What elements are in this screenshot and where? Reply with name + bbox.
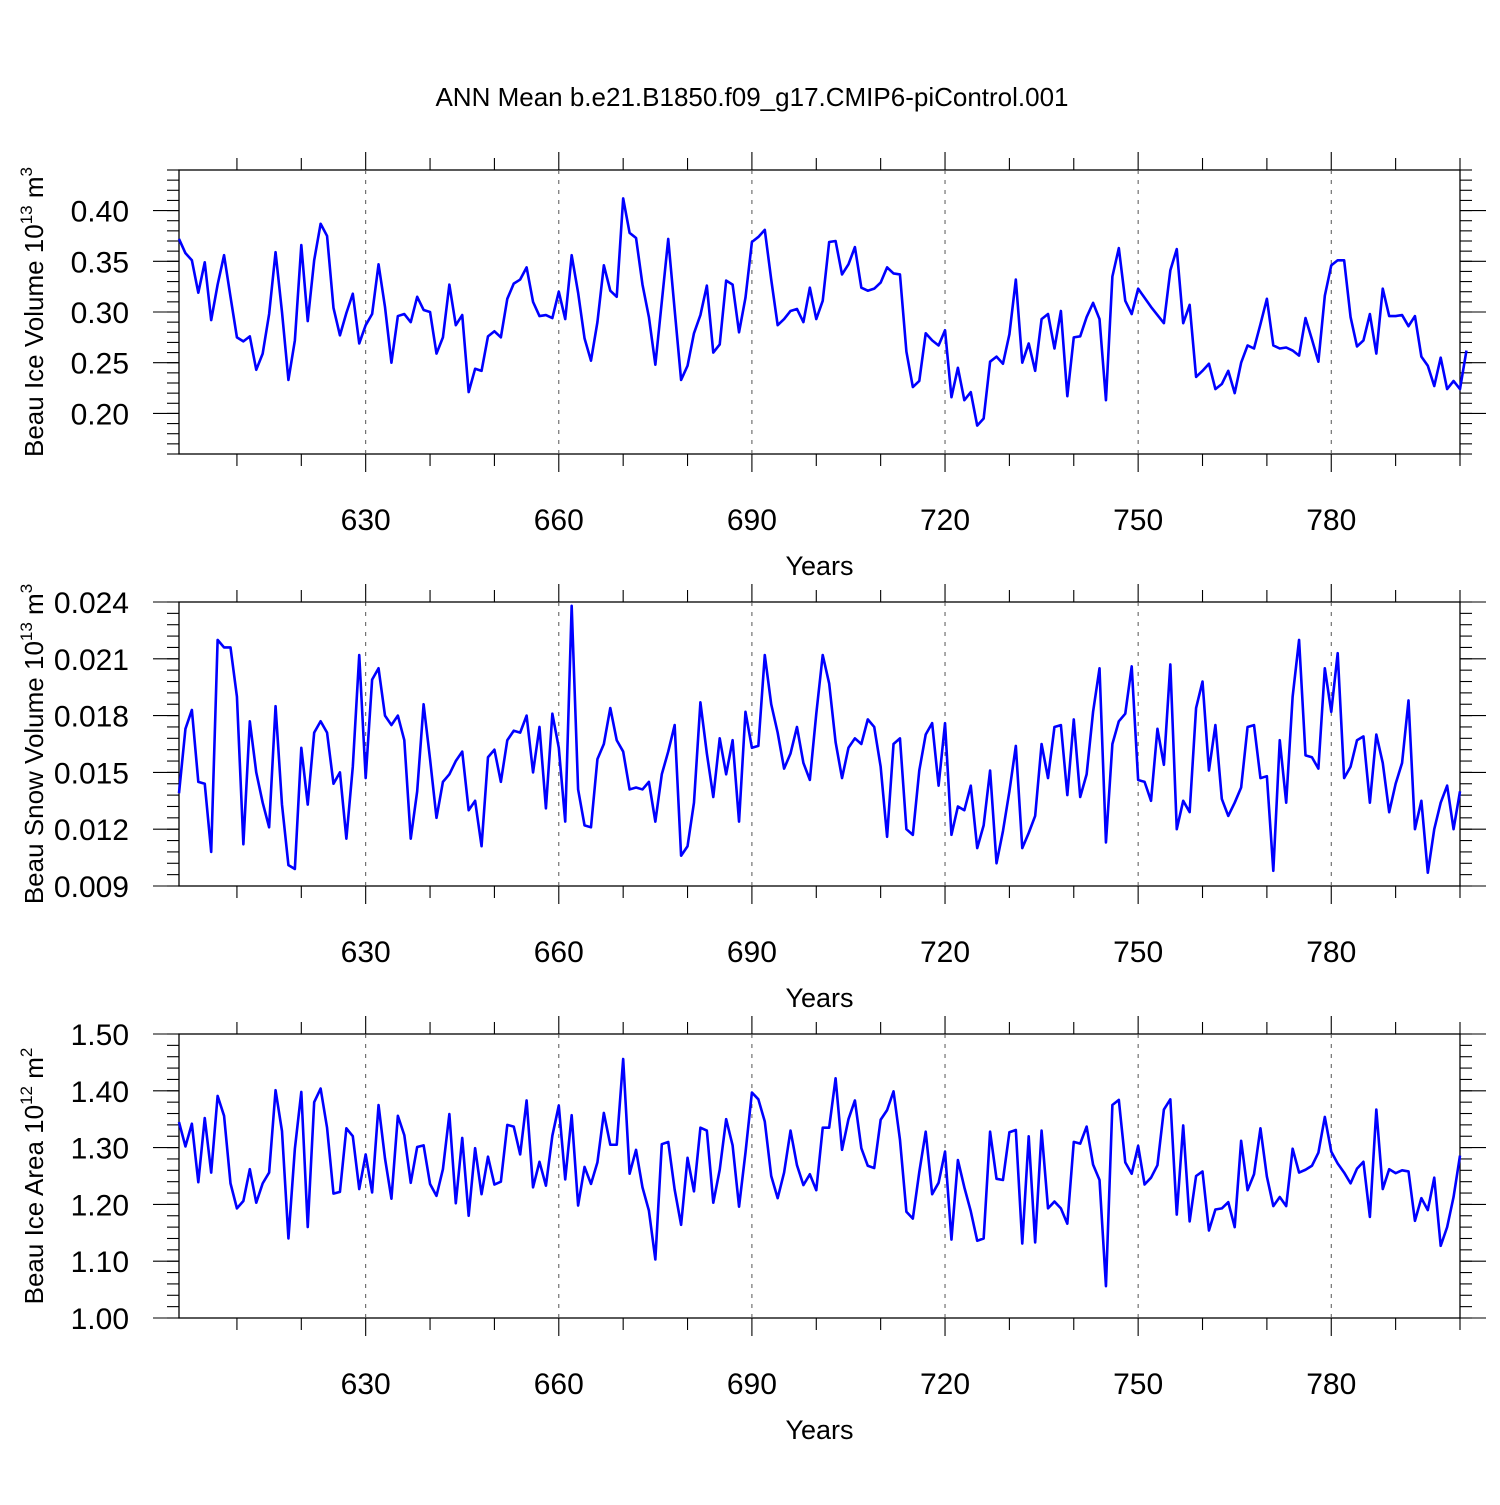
panel-ice-area: 630 660 690 720 750 780 1.00 1.10 1.20 1.30 1.40 1.… xyxy=(17,1016,1486,1445)
y-tick-label: 1.30 xyxy=(71,1133,129,1166)
y-tick-label: 0.25 xyxy=(71,348,129,381)
x-tick-label: 630 xyxy=(341,936,391,969)
plot-frame xyxy=(178,601,1461,887)
y-tick-label: 0.35 xyxy=(71,246,129,279)
y-tick-label: 1.10 xyxy=(71,1246,129,1279)
series-line-ice-volume xyxy=(177,197,1468,427)
y-tick-label: 0.021 xyxy=(54,644,129,677)
y-tick-label: 1.00 xyxy=(71,1303,129,1336)
x-tick-label: 660 xyxy=(534,504,584,537)
chart-title: ANN Mean b.e21.B1850.f09_g17.CMIP6-piCon… xyxy=(435,82,1068,112)
x-tick-label: 780 xyxy=(1306,936,1356,969)
y-tick-label: 0.009 xyxy=(54,871,129,904)
x-tick-label: 720 xyxy=(920,504,970,537)
y-tick-label: 1.50 xyxy=(71,1019,129,1052)
y-axis-label: Beau Snow Volume 1013 m3 xyxy=(17,584,49,904)
x-tick-label: 720 xyxy=(920,1368,970,1401)
y-tick-label: 0.018 xyxy=(54,701,129,734)
y-axis-label: Beau Ice Area 1012 m2 xyxy=(17,1048,49,1305)
x-tick-label: 660 xyxy=(534,936,584,969)
series-line-ice-area xyxy=(177,1057,1462,1288)
panel-snow-volume: 630 660 690 720 750 780 0.009 0.012 0.015 0.018 0.… xyxy=(17,584,1486,1013)
y-tick-label: 1.40 xyxy=(71,1076,129,1109)
y-tick-label: 1.20 xyxy=(71,1189,129,1222)
y-axis-label: Beau Ice Volume 1013 m3 xyxy=(17,167,49,457)
x-tick-label: 630 xyxy=(341,1368,391,1401)
x-axis-label: Years xyxy=(785,551,853,581)
x-tick-label: 660 xyxy=(534,1368,584,1401)
panels: 630 660 690 720 750 780 0.20 0.25 0.30 0.35 0.40 Ye… xyxy=(17,152,1486,1445)
y-tick-label: 0.024 xyxy=(54,587,129,620)
x-tick-label: 690 xyxy=(727,504,777,537)
panel-ice-volume: 630 660 690 720 750 780 0.20 0.25 0.30 0.35 0.40 Ye… xyxy=(17,152,1486,581)
x-tick-label: 630 xyxy=(341,504,391,537)
x-tick-label: 750 xyxy=(1113,504,1163,537)
x-tick-label: 750 xyxy=(1113,936,1163,969)
series-line-snow-volume xyxy=(177,604,1462,875)
x-tick-label: 720 xyxy=(920,936,970,969)
x-axis-label: Years xyxy=(785,983,853,1013)
y-tick-label: 0.30 xyxy=(71,297,129,330)
x-tick-label: 690 xyxy=(727,936,777,969)
y-tick-label: 0.40 xyxy=(71,196,129,229)
y-tick-label: 0.20 xyxy=(71,398,129,431)
x-tick-label: 780 xyxy=(1306,504,1356,537)
x-tick-label: 750 xyxy=(1113,1368,1163,1401)
plot-frame xyxy=(178,1033,1461,1319)
x-tick-label: 690 xyxy=(727,1368,777,1401)
x-axis-label: Years xyxy=(785,1415,853,1445)
y-tick-label: 0.015 xyxy=(54,757,129,790)
x-tick-label: 780 xyxy=(1306,1368,1356,1401)
y-tick-label: 0.012 xyxy=(54,814,129,847)
